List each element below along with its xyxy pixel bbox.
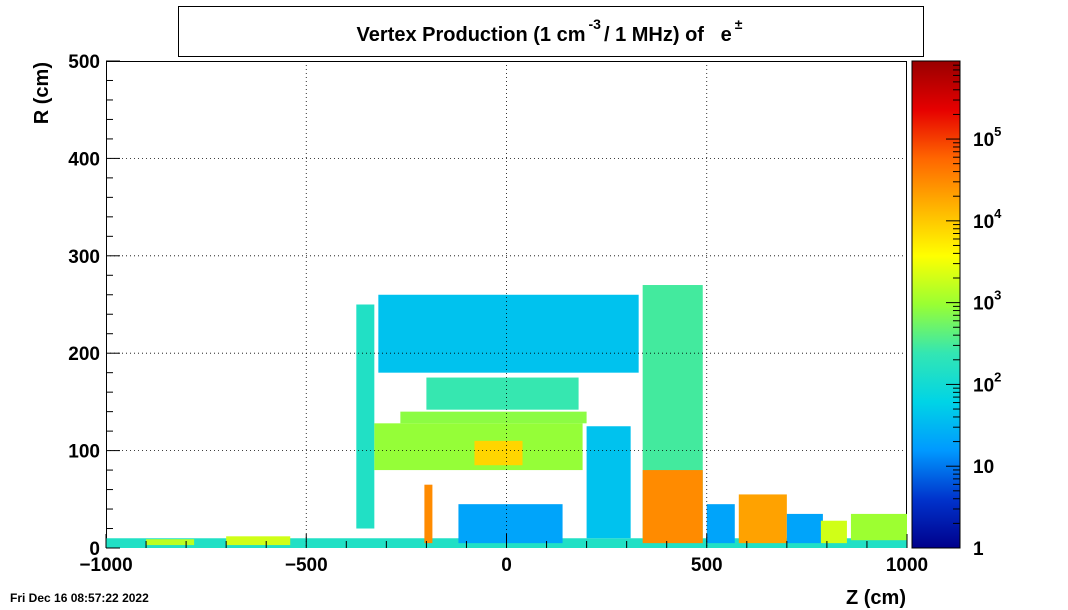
heatmap-region — [226, 536, 291, 546]
axis-ticks: −1000 −500 0 500 1000 0 100 200 300 400 500 — [68, 52, 928, 576]
heatmap-region — [146, 539, 195, 546]
title-exponent: -3 — [588, 16, 601, 32]
y-tick-label: 400 — [68, 149, 100, 170]
y-axis-label: R (cm) — [31, 62, 53, 124]
heatmap-region — [642, 470, 703, 544]
y-tick-label: 500 — [68, 52, 100, 73]
colorbar-tick-label: 10 — [973, 457, 994, 478]
x-tick-label: 500 — [691, 555, 723, 576]
chart-title: Vertex Production (1 cm -3/ 1 MHz) of e ± — [179, 16, 923, 47]
colorbar — [911, 60, 961, 549]
colorbar-tick-label: 104 — [973, 206, 1002, 233]
heatmap-region — [458, 504, 563, 544]
y-tick-label: 300 — [68, 247, 100, 268]
heatmap-region — [424, 484, 433, 544]
heatmap-region — [820, 520, 847, 544]
title-particle-sup: ± — [734, 16, 743, 32]
heatmap-region — [586, 426, 631, 539]
x-tick-label: 1000 — [886, 555, 928, 576]
x-axis-label: Z (cm) — [846, 587, 906, 609]
x-tick-label: −1000 — [79, 555, 132, 576]
colorbar-tick-label: 1 — [973, 539, 984, 560]
heatmap-region — [786, 513, 823, 544]
x-tick-label: 0 — [501, 555, 512, 576]
heatmap-regions — [106, 285, 907, 548]
timestamp: Fri Dec 16 08:57:22 2022 — [10, 591, 149, 605]
colorbar-tick-label: 105 — [973, 124, 1001, 151]
y-tick-label: 200 — [68, 344, 100, 365]
heatmap-region — [356, 304, 375, 529]
heatmap-region — [378, 294, 639, 373]
heatmap-region — [850, 513, 907, 541]
title-box: Vertex Production (1 cm -3/ 1 MHz) of e ± — [178, 6, 924, 57]
title-prefix: Vertex Production (1 cm — [356, 24, 586, 46]
heatmap-region — [738, 494, 787, 544]
colorbar-tick-label: 102 — [973, 369, 1001, 396]
y-tick-label: 100 — [68, 442, 100, 463]
heatmap-region — [706, 504, 735, 544]
heatmap-region — [426, 377, 579, 410]
x-tick-label: −500 — [285, 555, 328, 576]
title-middle: / 1 MHz) of — [603, 24, 704, 46]
heatmap-region — [400, 411, 587, 424]
colorbar-tick-label: 103 — [973, 288, 1001, 315]
y-tick-label: 0 — [89, 539, 100, 560]
heatmap-region — [474, 440, 523, 466]
grid-lines — [106, 61, 907, 548]
title-particle: e — [720, 24, 732, 46]
